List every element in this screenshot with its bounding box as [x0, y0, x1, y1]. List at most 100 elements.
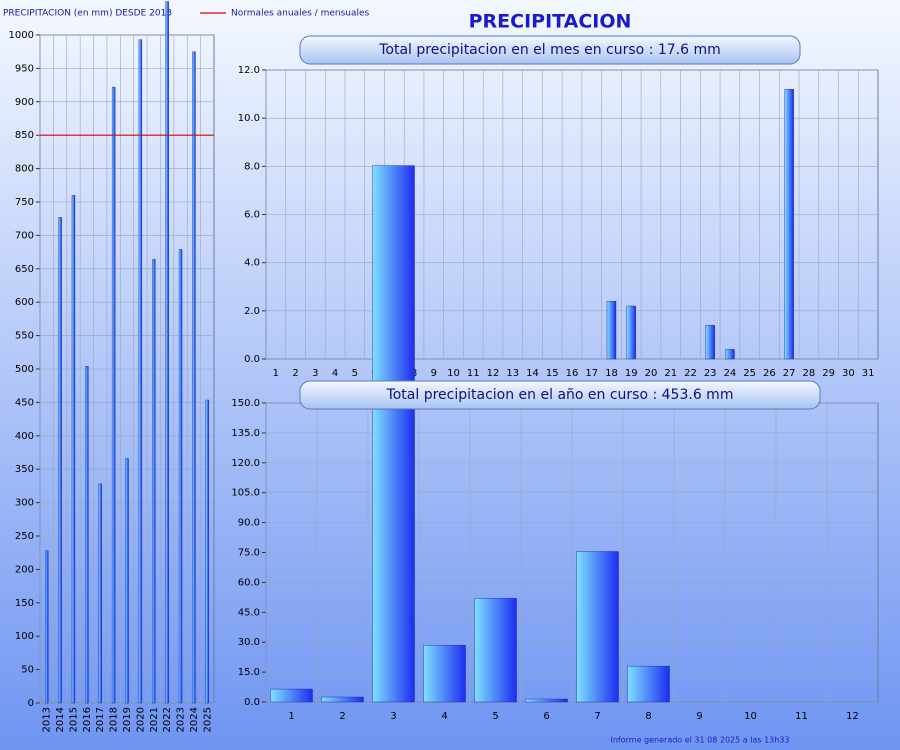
- x-tick-label: 2017: [95, 707, 106, 732]
- x-tick-label: 15: [546, 368, 559, 379]
- x-tick-label: 14: [526, 368, 539, 379]
- y-tick-label: 150: [15, 598, 34, 609]
- bar: [423, 644, 466, 703]
- y-tick-label: 120.0: [231, 458, 260, 469]
- y-tick-label: 500: [15, 364, 34, 375]
- x-tick-label: 12: [846, 711, 859, 722]
- y-tick-label: 850: [15, 130, 34, 141]
- bar: [626, 305, 636, 360]
- y-tick-label: 150.0: [231, 398, 260, 409]
- y-tick-label: 10.0: [238, 113, 260, 124]
- x-tick-label: 2023: [176, 707, 187, 732]
- bar: [178, 249, 183, 704]
- y-tick-label: 15.0: [238, 667, 260, 678]
- page-title: PRECIPITACION: [469, 11, 632, 33]
- bar: [85, 366, 89, 704]
- y-tick-label: 75.0: [238, 548, 260, 559]
- x-tick-label: 2022: [162, 707, 173, 732]
- x-tick-label: 3: [312, 368, 318, 379]
- x-tick-label: 2016: [82, 707, 93, 732]
- bar: [205, 399, 210, 704]
- bar: [725, 349, 735, 360]
- x-tick-label: 9: [431, 368, 437, 379]
- bar: [627, 665, 670, 703]
- x-tick-label: 2015: [68, 707, 79, 732]
- chart-title: Total precipitacion en el año en curso :…: [386, 387, 734, 403]
- x-tick-label: 27: [783, 368, 796, 379]
- x-tick-label: 2013: [42, 707, 53, 732]
- y-tick-label: 650: [15, 264, 34, 275]
- x-tick-label: 29: [822, 368, 835, 379]
- title-box: [299, 380, 821, 410]
- y-tick-label: 100: [15, 631, 34, 642]
- y-tick-label: 800: [15, 164, 34, 175]
- title-box: [299, 35, 801, 65]
- footer: Informe generado el 31 08 2025 a las 13h…: [611, 736, 790, 745]
- y-tick-label: 135.0: [231, 428, 260, 439]
- bar: [125, 458, 129, 704]
- y-tick-label: 12.0: [238, 65, 260, 76]
- bar: [192, 51, 196, 704]
- x-tick-label: 1: [273, 368, 279, 379]
- bar: [321, 696, 364, 703]
- bar: [576, 551, 619, 703]
- bar: [372, 165, 415, 703]
- y-tick-label: 105.0: [231, 488, 260, 499]
- y-tick-label: 400: [15, 431, 34, 442]
- x-tick-label: 23: [704, 368, 717, 379]
- y-tick-label: 1000: [9, 30, 34, 41]
- x-tick-label: 10: [744, 711, 757, 722]
- x-tick-label: 30: [842, 368, 855, 379]
- bar: [98, 483, 102, 704]
- x-tick-label: 4: [441, 711, 447, 722]
- bar: [784, 89, 794, 360]
- x-tick-label: 17: [585, 368, 598, 379]
- x-tick-label: 2: [292, 368, 298, 379]
- x-tick-label: 5: [352, 368, 358, 379]
- x-tick-label: 2018: [109, 707, 120, 732]
- x-tick-label: 2021: [149, 707, 160, 732]
- x-tick-label: 12: [487, 368, 500, 379]
- x-tick-label: 7: [594, 711, 600, 722]
- y-tick-label: 600: [15, 297, 34, 308]
- y-tick-label: 350: [15, 464, 34, 475]
- x-tick-label: 2020: [135, 707, 146, 732]
- y-tick-label: 250: [15, 531, 34, 542]
- x-tick-label: 24: [724, 368, 737, 379]
- x-tick-label: 2024: [189, 707, 200, 732]
- bar: [474, 598, 517, 703]
- x-tick-label: 6: [543, 711, 549, 722]
- bar: [138, 39, 143, 704]
- y-tick-label: 0.0: [244, 354, 260, 365]
- x-tick-label: 18: [605, 368, 618, 379]
- chart-title: Total precipitacion en el mes en curso :…: [378, 42, 721, 58]
- bar: [152, 259, 156, 704]
- bar: [58, 217, 62, 704]
- x-tick-label: 25: [743, 368, 756, 379]
- bar: [111, 86, 116, 704]
- x-tick-label: 31: [862, 368, 875, 379]
- x-tick-label: 20: [645, 368, 658, 379]
- y-tick-label: 700: [15, 230, 34, 241]
- y-tick-label: 300: [15, 498, 34, 509]
- legend-label: Normales anuales / mensuales: [231, 9, 370, 19]
- x-tick-label: 9: [696, 711, 702, 722]
- y-tick-label: 60.0: [238, 577, 260, 588]
- chart-title: PRECIPITACION (en mm) DESDE 2013: [3, 9, 172, 19]
- y-tick-label: 8.0: [244, 161, 260, 172]
- bar: [606, 301, 617, 360]
- y-tick-label: 0.0: [244, 697, 260, 708]
- y-tick-label: 45.0: [238, 607, 260, 618]
- y-tick-label: 2.0: [244, 306, 260, 317]
- x-tick-label: 2014: [55, 707, 66, 732]
- y-tick-label: 30.0: [238, 637, 260, 648]
- y-tick-label: 6.0: [244, 210, 260, 221]
- y-tick-label: 200: [15, 564, 34, 575]
- y-tick-label: 900: [15, 97, 34, 108]
- y-tick-label: 750: [15, 197, 34, 208]
- x-tick-label: 8: [645, 711, 651, 722]
- x-tick-label: 28: [803, 368, 816, 379]
